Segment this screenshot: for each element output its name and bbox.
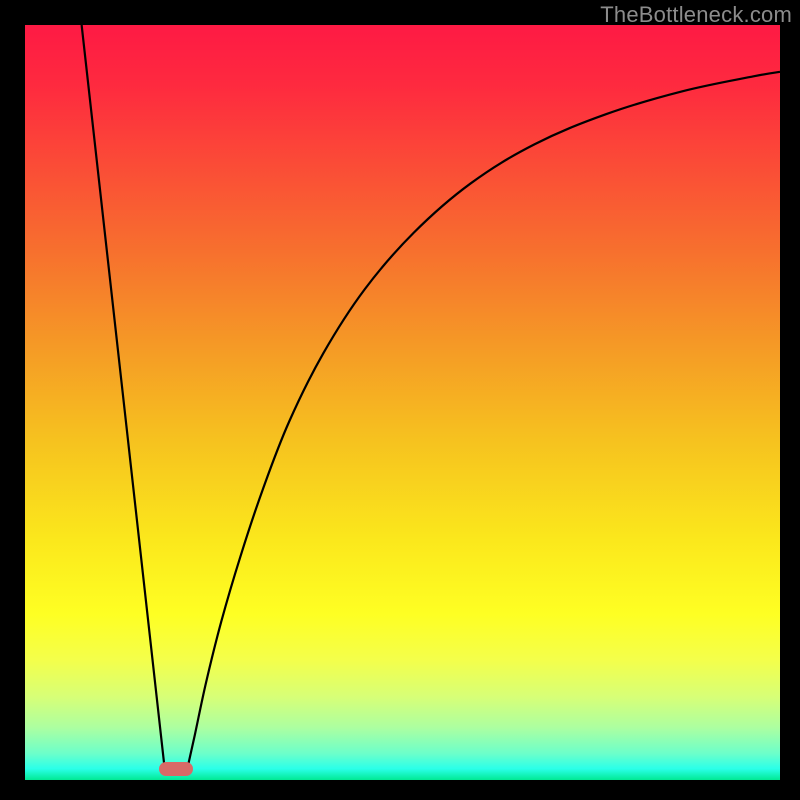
plot-area — [25, 25, 780, 780]
minimum-marker — [159, 762, 193, 776]
chart-root: TheBottleneck.com — [0, 0, 800, 800]
curve-line — [25, 25, 780, 780]
